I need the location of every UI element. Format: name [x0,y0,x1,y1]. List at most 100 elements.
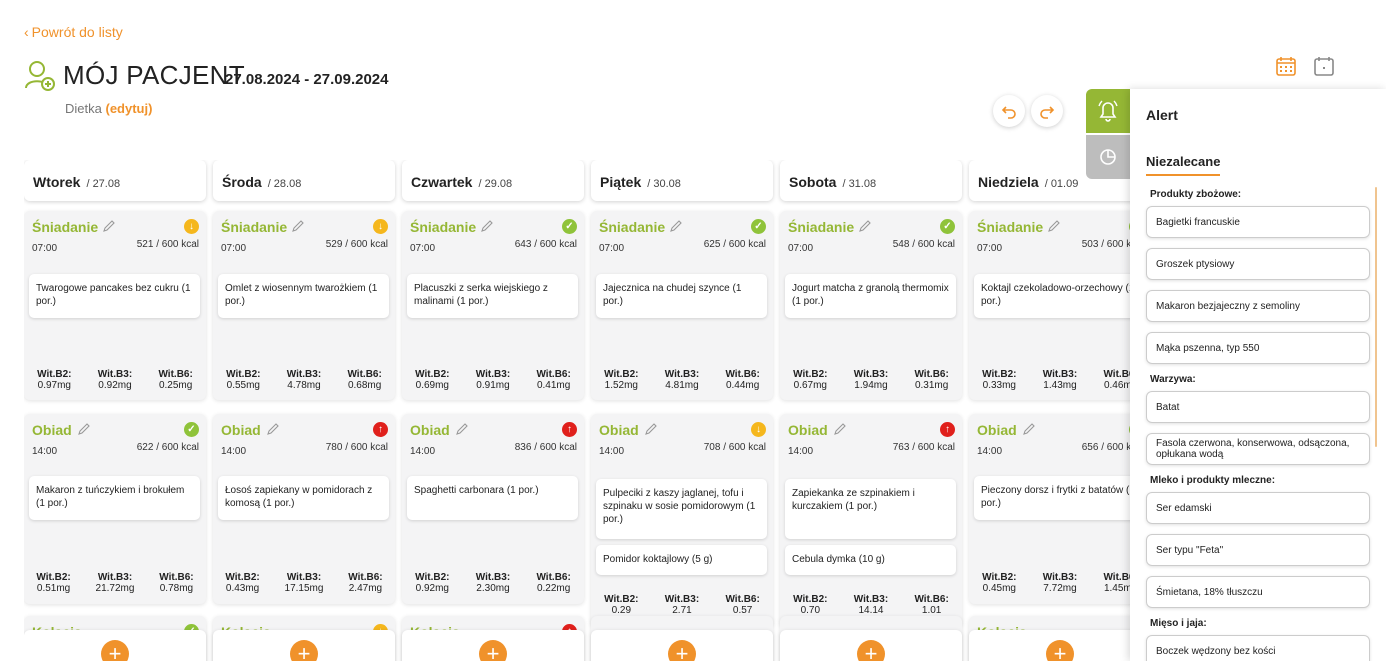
back-to-list-link[interactable]: ‹ Powrót do listy [24,24,123,40]
dish-item[interactable]: Omlet z wiosennym twarożkiem (1 por.) [218,274,389,318]
vitamins-row: Wit.B2: 0.92mg Wit.B3: 2.30mg Wit.B6: 0.22mg [402,572,584,594]
pencil-icon[interactable] [102,219,116,233]
meal-card-lunch[interactable]: Obiad ↑ 14:00 780 / 600 kcal Łosoś zapiekany… [213,414,395,604]
meal-card-breakfast[interactable]: Śniadanie ✓ 07:00 625 / 600 kcal Jajecznica … [591,211,773,400]
meal-kcal: 548 / 600 kcal [892,239,955,250]
meal-card-lunch[interactable]: Obiad ↑ 14:00 836 / 600 kcal Spaghetti carbo… [402,414,584,604]
tab-not-recommended[interactable]: Niezalecane [1146,154,1221,176]
vitamin-value: 0.29 [611,605,632,616]
add-meal-card: + [591,630,773,661]
product-item[interactable]: Ser edamski [1146,492,1370,524]
vitamin-label: Wit.B3: [286,369,322,380]
vitamin-cell: Wit.B3: 4.78mg [287,369,321,391]
calendar-week-icon[interactable] [1275,55,1297,77]
vitamin-cell: Wit.B2: 0.55mg [226,369,260,391]
vitamin-label: Wit.B6: [725,594,760,605]
vitamin-value: 0.70 [800,605,821,616]
meal-card-breakfast[interactable]: Śniadanie ↓ 07:00 529 / 600 kcal Omlet z wio… [213,211,395,400]
meal-card-breakfast[interactable]: Śniadanie ↓ 07:00 521 / 600 kcal Twarogowe p… [24,211,206,400]
add-meal-button[interactable]: + [479,640,507,661]
vitamin-value: 1.45mg [1103,583,1136,594]
add-meal-button[interactable]: + [668,640,696,661]
vitamin-value: 0.68mg [347,380,382,391]
meal-card-breakfast[interactable]: Śniadanie ✓ 07:00 643 / 600 kcal Placuszki z… [402,211,584,400]
meal-time: 14:00 [32,446,58,457]
dish-item[interactable]: Twarogowe pancakes bez cukru (1 por.) [29,274,200,318]
pencil-icon[interactable] [1047,219,1061,233]
dish-item[interactable]: Jogurt matcha z granolą thermomix (1 por… [785,274,956,318]
add-meal-button[interactable]: + [857,640,885,661]
dish-item[interactable]: Koktajl czekoladowo-orzechowy (1 por.) [974,274,1136,318]
day-date: / 28.08 [267,178,302,190]
add-meal-button[interactable]: + [1046,640,1074,661]
pencil-icon[interactable] [1022,422,1036,436]
meal-name: Obiad [410,422,450,438]
vitamin-value: 0.25mg [158,380,193,391]
meal-kcal: 708 / 600 kcal [703,442,766,453]
add-meal-button[interactable]: + [101,640,129,661]
meal-time: 14:00 [221,446,247,457]
meal-time: 07:00 [788,243,814,254]
vitamin-cell: Wit.B6: 0.25mg [158,369,192,391]
vitamin-cell: Wit.B3: 21.72mg [96,572,135,594]
vitamin-cell: Wit.B3: 4.81mg [665,369,699,391]
vitamin-label: Wit.B3: [664,369,700,380]
day-name: Niedziela [978,174,1039,190]
product-item[interactable]: Ser typu "Feta" [1146,534,1370,566]
meal-name: Śniadanie [599,219,666,235]
undo-button[interactable] [993,95,1025,127]
vitamin-cell: Wit.B2: 0.67mg [793,369,827,391]
dish-item[interactable]: Spaghetti carbonara (1 por.) [407,476,578,520]
vitamin-value: 0.43mg [225,583,260,594]
alert-tab[interactable] [1086,89,1130,133]
pencil-icon[interactable] [480,219,494,233]
vitamin-cell: Wit.B6: 0.44mg [725,369,759,391]
dish-item[interactable]: Makaron z tuńczykiem i brokułem (1 por.) [29,476,200,520]
vitamin-label: Wit.B6: [914,594,949,605]
edit-diet-link[interactable]: (edytuj) [105,101,153,116]
meal-card-breakfast[interactable]: Śniadanie ✓ 07:00 548 / 600 kcal Jogurt matc… [780,211,962,400]
vitamin-label: Wit.B2: [982,369,1017,380]
product-item[interactable]: Mąka pszenna, typ 550 [1146,332,1370,364]
vitamin-value: 0.31mg [914,380,949,391]
scrollbar[interactable] [1375,187,1377,447]
product-item[interactable]: Fasola czerwona, konserwowa, odsączona, … [1146,433,1370,465]
pencil-icon[interactable] [858,219,872,233]
dish-item[interactable]: Zapiekanka ze szpinakiem i kurczakiem (1… [785,479,956,539]
meal-card-lunch[interactable]: Obiad ✓ 14:00 622 / 600 kcal Makaron z tuńcz… [24,414,206,604]
meal-card-lunch[interactable]: Obiad ↓ 14:00 708 / 600 kcal Pulpeciki z kas… [591,414,773,627]
pencil-icon[interactable] [266,422,280,436]
dish-item[interactable]: Pulpeciki z kaszy jaglanej, tofu i szpin… [596,479,767,539]
vitamin-value: 0.22mg [536,583,571,594]
pencil-icon[interactable] [669,219,683,233]
summary-tab[interactable] [1086,135,1130,179]
pencil-icon[interactable] [833,422,847,436]
vitamin-cell: Wit.B3: 2.71 [665,594,699,616]
vitamin-label: Wit.B6: [914,369,949,380]
redo-button[interactable] [1031,95,1063,127]
add-meal-button[interactable]: + [290,640,318,661]
vitamin-label: Wit.B6: [1103,369,1136,380]
product-item[interactable]: Makaron bezjajeczny z semoliny [1146,290,1370,322]
dish-item[interactable]: Pieczony dorsz i frytki z batatów (1 por… [974,476,1136,520]
meal-card-lunch[interactable]: Obiad ↑ 14:00 763 / 600 kcal Zapiekanka ze s… [780,414,962,627]
calendar-day-icon[interactable] [1313,55,1335,77]
dish-item[interactable]: Cebula dymka (10 g) [785,545,956,575]
vitamin-label: Wit.B6: [725,369,760,380]
pencil-icon[interactable] [291,219,305,233]
product-item[interactable]: Batat [1146,391,1370,423]
vitamin-value: 0.33mg [982,380,1016,391]
pencil-icon[interactable] [455,422,469,436]
dish-item[interactable]: Łosoś zapiekany w pomidorach z komosą (1… [218,476,389,520]
product-item[interactable]: Śmietana, 18% tłuszczu [1146,576,1370,608]
product-item[interactable]: Bagietki francuskie [1146,206,1370,238]
pencil-icon[interactable] [644,422,658,436]
dish-item[interactable]: Placuszki z serka wiejskiego z malinami … [407,274,578,318]
pencil-icon[interactable] [77,422,91,436]
product-item[interactable]: Boczek wędzony bez kości [1146,635,1370,661]
dish-item[interactable]: Jajecznica na chudej szynce (1 por.) [596,274,767,318]
product-item[interactable]: Groszek ptysiowy [1146,248,1370,280]
dish-item[interactable]: Pomidor koktajlowy (5 g) [596,545,767,575]
